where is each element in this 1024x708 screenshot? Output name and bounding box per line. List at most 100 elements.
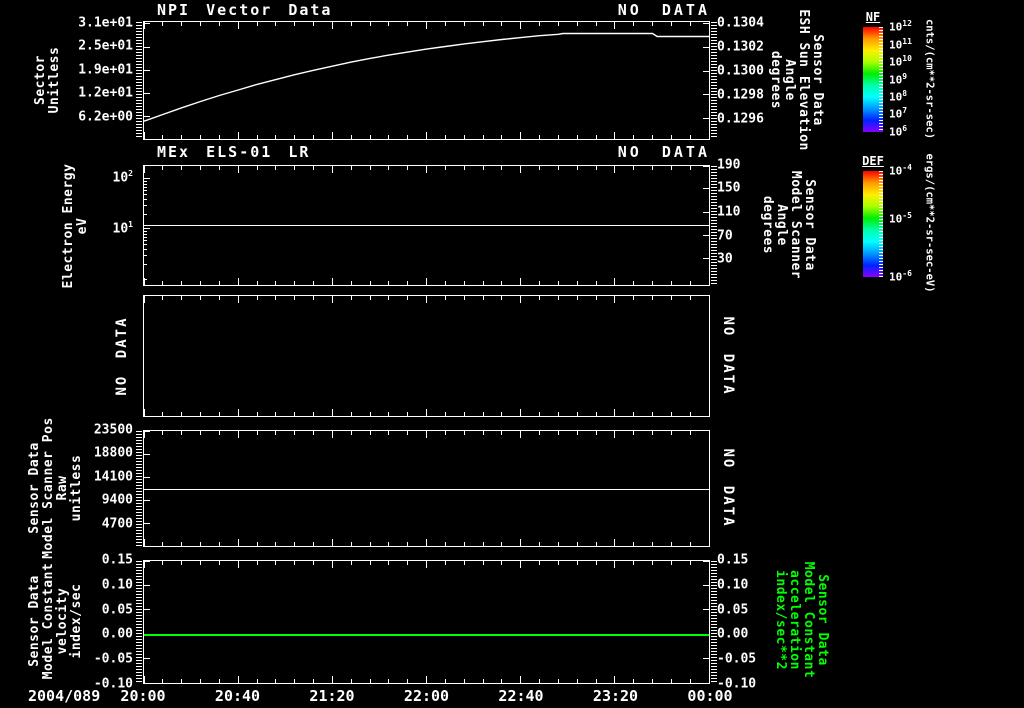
x-minor-tick <box>633 561 635 565</box>
x-minor-tick <box>313 22 314 26</box>
x-minor-tick <box>200 412 201 416</box>
colorbar-tick-label: 109 <box>889 71 908 86</box>
x-minor-tick <box>294 542 296 546</box>
x-minor-tick <box>407 561 409 565</box>
x-minor-tick <box>218 296 220 300</box>
x-minor-tick <box>501 135 503 139</box>
x-minor-tick <box>576 135 578 139</box>
x-minor-tick <box>162 296 164 300</box>
colorbar-label: NF <box>865 10 881 24</box>
colorbar-tick-comb <box>879 27 883 132</box>
x-minor-tick <box>388 412 390 416</box>
x-minor-tick <box>350 679 352 683</box>
x-minor-tick <box>388 542 390 546</box>
x-major-tick <box>331 539 333 546</box>
x-major-tick <box>520 278 522 285</box>
tick-label: 0.10 <box>101 577 133 593</box>
x-major-tick <box>143 132 145 139</box>
y-log-minor-tick <box>144 183 147 185</box>
x-minor-tick <box>539 561 540 565</box>
x-minor-tick <box>670 22 672 26</box>
x-minor-tick <box>576 412 578 416</box>
tick-label: 0.05 <box>101 602 133 618</box>
x-major-tick <box>520 409 522 416</box>
x-minor-tick <box>557 22 559 26</box>
right-axis-title: Sensor Data Model Constant acceleration … <box>773 561 830 679</box>
x-minor-tick <box>652 281 653 285</box>
x-minor-tick <box>294 296 296 300</box>
y-major-tick <box>144 561 150 562</box>
colorbar-tick-label: 1010 <box>889 53 912 69</box>
x-minor-tick <box>407 281 409 285</box>
x-minor-tick <box>218 22 220 26</box>
x-minor-tick <box>275 22 277 26</box>
x-minor-tick <box>670 135 672 139</box>
tick-label: 23500 <box>93 422 133 438</box>
x-minor-tick <box>539 542 540 546</box>
x-minor-tick <box>275 281 277 285</box>
x-minor-tick <box>369 22 371 26</box>
y-major-tick <box>703 561 709 562</box>
tick-label: 0.00 <box>717 626 749 642</box>
y-major-tick <box>144 92 150 94</box>
x-minor-tick <box>181 166 183 170</box>
line-series <box>143 32 709 122</box>
x-minor-tick <box>652 166 653 170</box>
y-major-tick <box>144 584 150 586</box>
tick-label: 101 <box>112 220 133 237</box>
x-minor-tick <box>652 561 653 565</box>
x-minor-tick <box>369 281 371 285</box>
x-major-tick <box>143 676 145 683</box>
x-major-tick <box>614 676 616 683</box>
left-axis-tick-labels: 23500 18800 14100 9400 4700 <box>0 423 133 547</box>
x-minor-tick <box>576 679 578 683</box>
x-minor-tick <box>407 542 409 546</box>
x-minor-tick <box>539 166 540 170</box>
no-data-label: NO DATA <box>617 143 710 161</box>
x-minor-tick <box>162 166 164 170</box>
x-minor-tick <box>162 542 164 546</box>
x-minor-tick <box>670 412 672 416</box>
x-major-tick <box>708 409 710 416</box>
tick-label: 9400 <box>101 492 133 508</box>
x-minor-tick <box>463 412 465 416</box>
tick-label: 0.1296 <box>717 111 764 127</box>
x-major-tick <box>426 409 427 416</box>
y-major-tick <box>144 69 150 71</box>
right-axis-title: Sensor Data ESH Sun Elevation Angle degr… <box>768 9 825 151</box>
x-minor-tick <box>576 431 578 435</box>
x-minor-tick <box>463 296 465 300</box>
x-minor-tick <box>200 135 201 139</box>
y-major-tick <box>703 23 709 25</box>
colorbar-tick-label: 1011 <box>889 36 912 52</box>
tick-label: 0.1298 <box>717 87 764 103</box>
x-minor-tick <box>463 431 465 435</box>
x-minor-tick <box>369 296 371 300</box>
x-major-tick <box>426 676 427 683</box>
x-major-tick <box>520 22 522 29</box>
x-minor-tick <box>369 679 371 683</box>
x-minor-tick <box>689 431 691 435</box>
x-minor-tick <box>539 296 540 300</box>
x-minor-tick <box>557 135 559 139</box>
x-major-tick <box>426 539 427 546</box>
x-minor-tick <box>369 542 371 546</box>
x-minor-tick <box>689 542 691 546</box>
x-minor-tick <box>313 281 314 285</box>
x-major-tick <box>708 676 710 683</box>
y-log-minor-tick <box>144 193 147 195</box>
x-major-tick <box>143 166 145 173</box>
x-minor-tick <box>313 135 314 139</box>
x-major-tick <box>143 296 145 303</box>
tick-label: 0.10 <box>717 577 749 593</box>
x-minor-tick <box>633 166 635 170</box>
x-minor-tick <box>482 542 484 546</box>
x-minor-tick <box>256 166 258 170</box>
x-minor-tick <box>444 679 446 683</box>
x-major-tick <box>331 166 333 173</box>
x-major-tick <box>143 539 145 546</box>
x-minor-tick <box>218 166 220 170</box>
x-major-tick <box>614 296 616 303</box>
x-major-tick <box>331 409 333 416</box>
